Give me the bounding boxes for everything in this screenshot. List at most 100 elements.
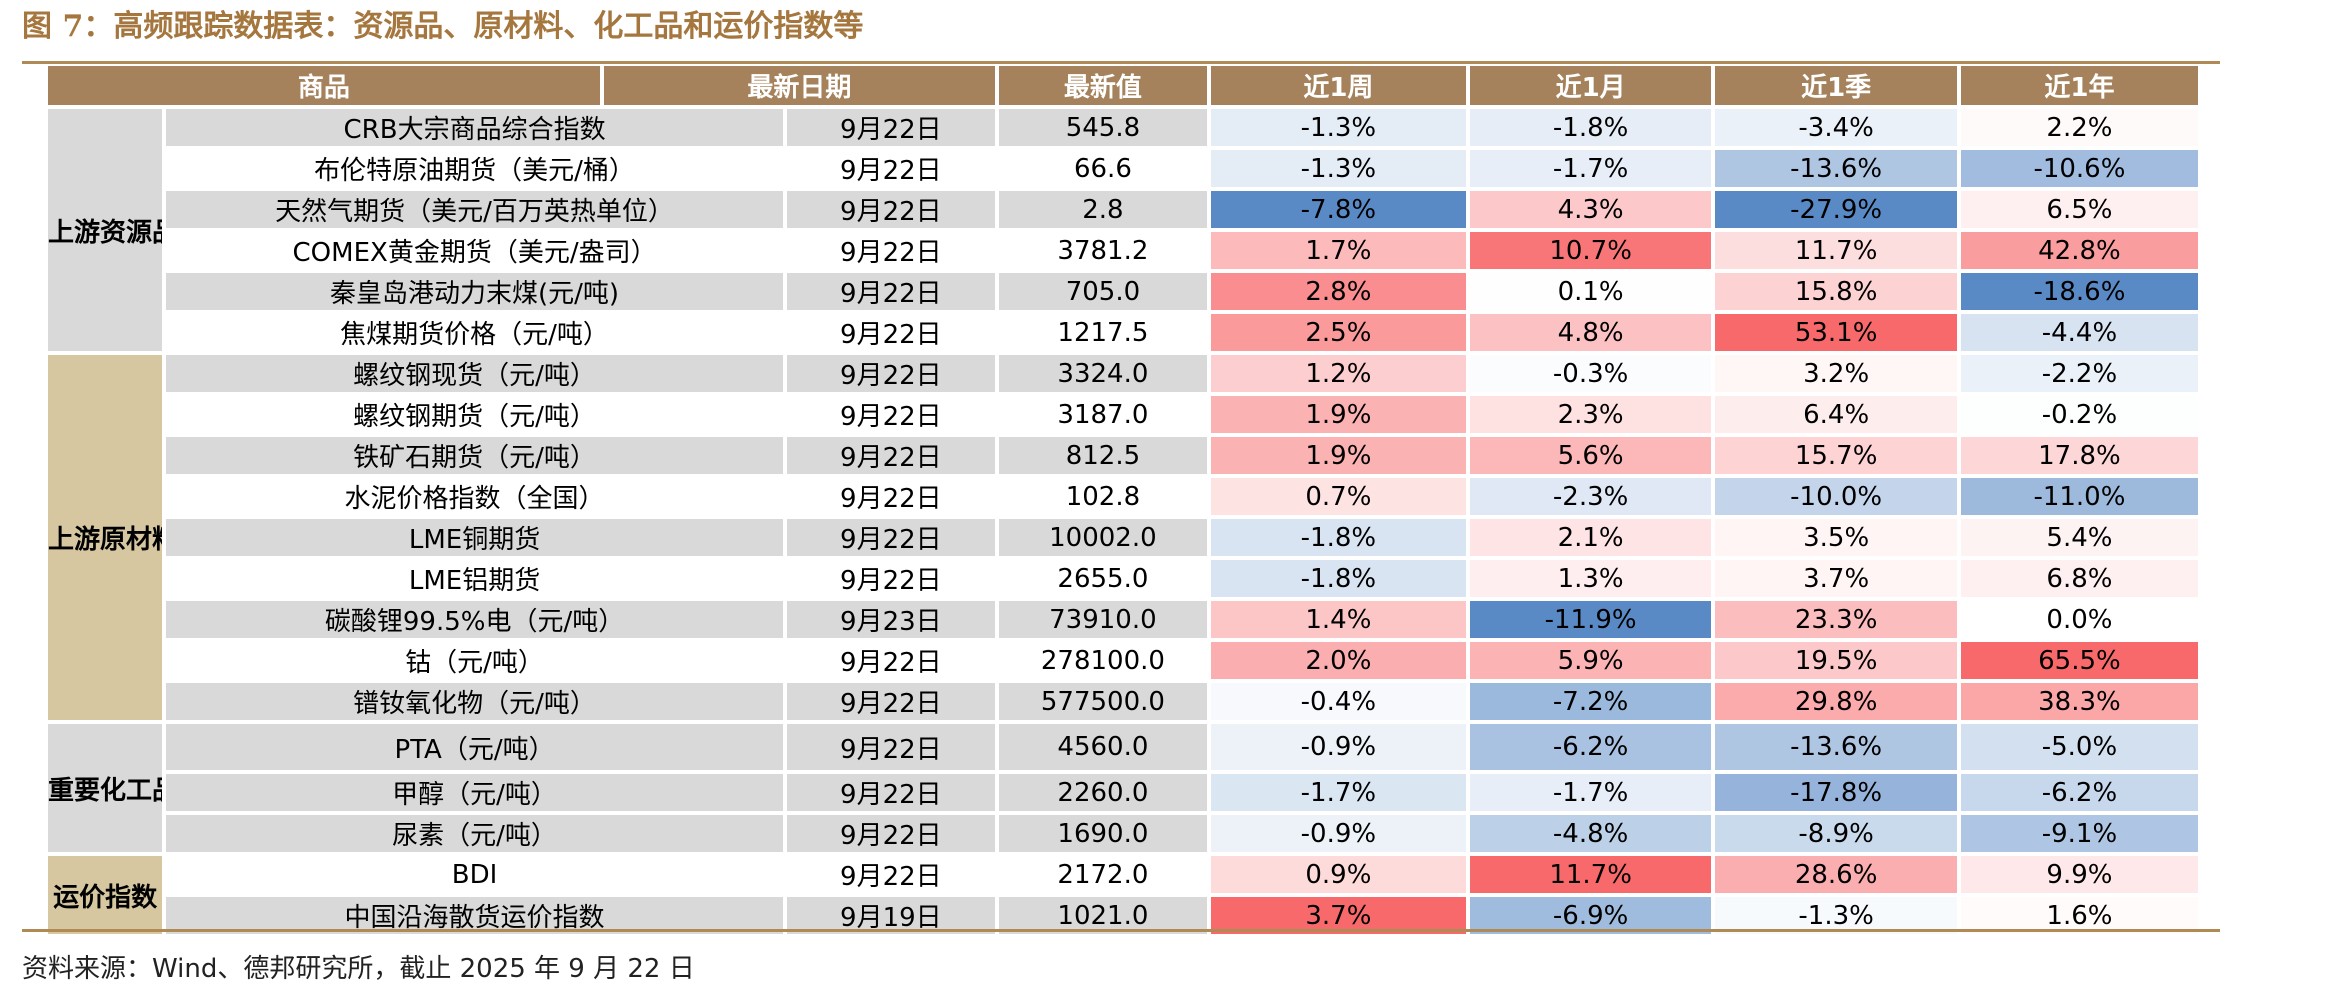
top-rule [22, 61, 2220, 64]
change-quarter: 6.4% [1713, 394, 1959, 435]
change-week: 1.7% [1208, 230, 1468, 271]
table-row: 上游资源品CRB大宗商品综合指数9月22日545.8-1.3%-1.8%-3.4… [46, 107, 2200, 353]
change-week: 1.9% [1208, 435, 1468, 476]
latest-value: 3781.2 [996, 230, 1209, 271]
category-label: 运价指数 [46, 854, 165, 936]
latest-value: 10002.0 [996, 517, 1209, 558]
latest-date: 9月22日 [784, 353, 997, 394]
latest-date: 9月22日 [784, 189, 997, 230]
change-week: 1.2% [1208, 353, 1468, 394]
table-body: 上游资源品CRB大宗商品综合指数9月22日545.8-1.3%-1.8%-3.4… [46, 107, 2200, 936]
change-quarter: -10.0% [1713, 476, 1959, 517]
change-month: 2.1% [1467, 517, 1714, 558]
change-quarter: -27.9% [1713, 189, 1959, 230]
latest-value: 2.8 [996, 189, 1209, 230]
table-row: 布伦特原油期货（美元/桶） 9月22日 66.6 -1.3% -1.7% -13.6% -1… [46, 148, 2200, 189]
change-quarter: 3.5% [1713, 517, 1959, 558]
table-row: 上游原材料螺纹钢现货（元/吨）9月22日3324.01.2%-0.3%3.2%-… [46, 353, 2200, 722]
change-week: 2.5% [1208, 312, 1468, 353]
table-row: 尿素（元/吨） 9月22日 1690.0 -0.9% -4.8% -8.9% -9.1% [46, 813, 2200, 854]
table-row: LME铜期货 9月22日 10002.0 -1.8% 2.1% 3.5% 5.4% [46, 517, 2200, 558]
table-row: 碳酸锂99.5%电（元/吨） 9月23日 73910.0 1.4% -11.9% 23.3… [46, 599, 2200, 640]
change-quarter: 28.6% [1713, 854, 1959, 895]
latest-value: 278100.0 [996, 640, 1209, 681]
high-frequency-tracking-table: 商品 最新日期 最新值 近1周 近1月 近1季 近1年 上游资源品CRB大宗商品… [46, 64, 2200, 936]
change-month: -1.7% [1467, 148, 1714, 189]
latest-value: 812.5 [996, 435, 1209, 476]
change-quarter: -13.6% [1713, 722, 1959, 772]
category-label: 重要化工品 [46, 722, 165, 854]
bottom-rule [22, 929, 2220, 932]
change-month: 10.7% [1467, 230, 1714, 271]
latest-value: 3324.0 [996, 353, 1209, 394]
latest-date: 9月22日 [784, 312, 997, 353]
latest-date: 9月22日 [784, 722, 997, 772]
change-year: 42.8% [1958, 230, 2200, 271]
change-quarter: -13.6% [1713, 148, 1959, 189]
header-1-quarter: 近1季 [1713, 64, 1959, 107]
latest-value: 102.8 [996, 476, 1209, 517]
latest-date: 9月22日 [784, 148, 997, 189]
change-quarter: 15.8% [1713, 271, 1959, 312]
change-quarter: -3.4% [1713, 107, 1959, 148]
table-row: 焦煤期货价格（元/吨） 9月22日 1217.5 2.5% 4.8% 53.1% -4.4% [46, 312, 2200, 353]
latest-date: 9月22日 [784, 772, 997, 813]
change-year: -0.2% [1958, 394, 2200, 435]
change-quarter: 3.7% [1713, 558, 1959, 599]
change-month: -0.3% [1467, 353, 1714, 394]
header-1-year: 近1年 [1958, 64, 2200, 107]
change-quarter: 53.1% [1713, 312, 1959, 353]
table-row: 甲醇（元/吨） 9月22日 2260.0 -1.7% -1.7% -17.8% -6.2% [46, 772, 2200, 813]
change-week: 0.9% [1208, 854, 1468, 895]
change-month: -11.9% [1467, 599, 1714, 640]
change-year: 9.9% [1958, 854, 2200, 895]
header-1-month: 近1月 [1467, 64, 1714, 107]
commodity-name: LME铜期货 [164, 517, 785, 558]
change-week: 0.7% [1208, 476, 1468, 517]
change-quarter: 15.7% [1713, 435, 1959, 476]
commodity-name: PTA（元/吨） [164, 722, 785, 772]
latest-value: 3187.0 [996, 394, 1209, 435]
commodity-name: 甲醇（元/吨） [164, 772, 785, 813]
latest-date: 9月22日 [784, 476, 997, 517]
change-month: -1.7% [1467, 772, 1714, 813]
table-row: 钴（元/吨） 9月22日 278100.0 2.0% 5.9% 19.5% 65.5% [46, 640, 2200, 681]
commodity-name: BDI [164, 854, 785, 895]
change-quarter: -8.9% [1713, 813, 1959, 854]
change-year: 2.2% [1958, 107, 2200, 148]
header-1-week: 近1周 [1208, 64, 1468, 107]
latest-date: 9月23日 [784, 599, 997, 640]
latest-value: 73910.0 [996, 599, 1209, 640]
change-quarter: 19.5% [1713, 640, 1959, 681]
latest-value: 1217.5 [996, 312, 1209, 353]
commodity-name: 钴（元/吨） [164, 640, 785, 681]
table-row: LME铝期货 9月22日 2655.0 -1.8% 1.3% 3.7% 6.8% [46, 558, 2200, 599]
change-week: -1.3% [1208, 148, 1468, 189]
latest-value: 1690.0 [996, 813, 1209, 854]
change-quarter: 23.3% [1713, 599, 1959, 640]
change-quarter: 3.2% [1713, 353, 1959, 394]
change-month: -6.2% [1467, 722, 1714, 772]
commodity-name: 螺纹钢现货（元/吨） [164, 353, 785, 394]
change-month: -7.2% [1467, 681, 1714, 722]
table-row: 水泥价格指数（全国） 9月22日 102.8 0.7% -2.3% -10.0% -11.0… [46, 476, 2200, 517]
change-year: -5.0% [1958, 722, 2200, 772]
change-year: -4.4% [1958, 312, 2200, 353]
table-header-row: 商品 最新日期 最新值 近1周 近1月 近1季 近1年 [46, 64, 2200, 107]
commodity-name: 焦煤期货价格（元/吨） [164, 312, 785, 353]
change-week: -1.8% [1208, 517, 1468, 558]
table-row: COMEX黄金期货（美元/盎司） 9月22日 3781.2 1.7% 10.7% 11.7… [46, 230, 2200, 271]
change-year: -6.2% [1958, 772, 2200, 813]
change-year: 17.8% [1958, 435, 2200, 476]
header-commodity: 商品 [46, 64, 602, 107]
table-row: 镨钕氧化物（元/吨） 9月22日 577500.0 -0.4% -7.2% 29.8% 38… [46, 681, 2200, 722]
latest-date: 9月22日 [784, 271, 997, 312]
change-year: -9.1% [1958, 813, 2200, 854]
change-week: 2.0% [1208, 640, 1468, 681]
latest-value: 705.0 [996, 271, 1209, 312]
figure-title: 图 7：高频跟踪数据表：资源品、原材料、化工品和运价指数等 [22, 9, 864, 44]
commodity-name: 布伦特原油期货（美元/桶） [164, 148, 785, 189]
table-row: 重要化工品PTA（元/吨）9月22日4560.0-0.9%-6.2%-13.6%… [46, 722, 2200, 854]
latest-date: 9月22日 [784, 813, 997, 854]
change-year: -2.2% [1958, 353, 2200, 394]
